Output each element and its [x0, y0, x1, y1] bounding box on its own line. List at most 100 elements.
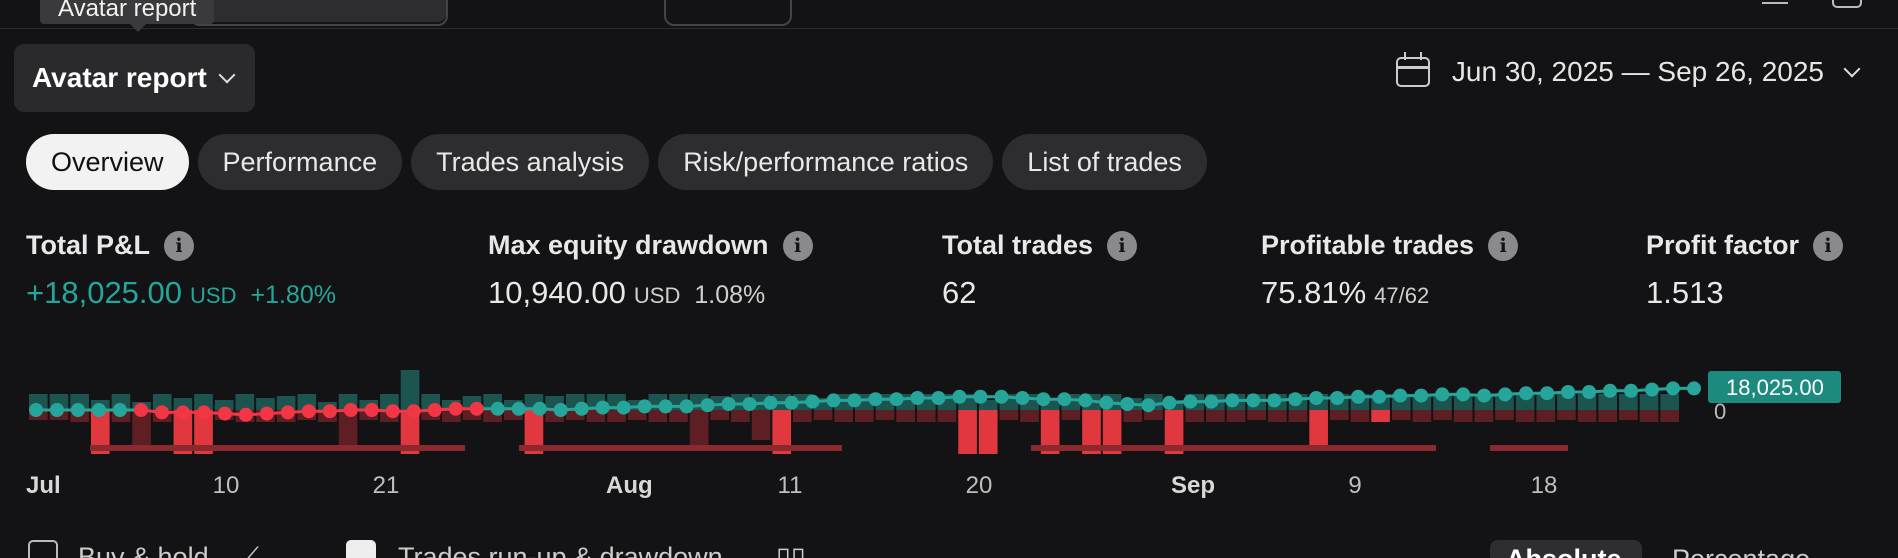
equity-point [700, 398, 715, 413]
info-icon[interactable]: i [164, 230, 194, 261]
info-icon[interactable]: i [782, 230, 813, 261]
trades-runup-checkbox[interactable] [346, 540, 376, 558]
equity-point [511, 401, 526, 416]
percentage-toggle[interactable]: Percentage [1672, 544, 1810, 558]
drawdown-bar [1082, 410, 1101, 454]
drawdown-bar [731, 410, 750, 422]
equity-point [427, 403, 442, 417]
bar-chart-icon[interactable]: ▯▯ [776, 542, 806, 558]
stat-value: 75.81% [1261, 275, 1367, 310]
stat-profit-factor: Profit factor i 1.513 [1646, 230, 1844, 311]
strategy-selector[interactable] [190, 0, 446, 22]
equity-point [1225, 393, 1240, 408]
equity-point [805, 394, 820, 409]
stat-value: 10,940.00 [488, 275, 626, 310]
equity-point [196, 405, 211, 420]
equity-point [1498, 387, 1513, 402]
equity-point [910, 391, 925, 405]
equity-point [1666, 381, 1681, 396]
drawdown-bar [772, 410, 792, 454]
drawdown-bar [1061, 410, 1081, 420]
stat-label: Total P&L [26, 230, 150, 260]
menu-icon[interactable] [1762, 2, 1788, 4]
drawdown-bar [689, 410, 709, 450]
equity-point [29, 403, 43, 417]
drawdown-bar [1639, 410, 1659, 422]
equity-point [259, 406, 274, 421]
runup-bar [152, 394, 172, 410]
info-icon[interactable]: i [1488, 230, 1519, 261]
x-tick-label: 10 [212, 472, 240, 499]
chart-options-bar: Buy & hold ⟋ Trades run-up & drawdown ▯▯… [0, 540, 1898, 558]
tab-overview[interactable]: Overview [26, 134, 189, 190]
date-range-picker[interactable]: Jun 30, 2025 — Sep 26, 2025 [1395, 52, 1861, 88]
info-icon[interactable]: i [1813, 230, 1844, 261]
equity-point [1414, 388, 1429, 403]
drawdown-bar [958, 410, 977, 454]
equity-point [112, 403, 127, 417]
drawdown-bar [1185, 410, 1205, 422]
drawdown-bar [1598, 410, 1618, 422]
absolute-toggle[interactable] [1490, 540, 1642, 558]
equity-chart[interactable]: 18,025.000 [0, 360, 1898, 470]
equity-point [217, 406, 232, 421]
equity-point [448, 401, 463, 416]
stat-percent: 1.08% [694, 281, 766, 309]
last-value-label: 18,025.00 [1726, 375, 1824, 400]
equity-point [742, 397, 757, 411]
equity-point [889, 392, 904, 407]
calendar-icon [1395, 52, 1430, 87]
runup-bar [400, 370, 420, 410]
equity-point [658, 399, 673, 414]
drawdown-bar [503, 410, 523, 420]
x-tick-label: Jul [26, 472, 61, 499]
drawdown-bar [173, 410, 193, 454]
equity-point [1267, 393, 1282, 408]
equity-point [1477, 388, 1492, 403]
x-tick-label: Aug [606, 472, 653, 499]
drawdown-range-bar [90, 445, 465, 451]
equity-point [1351, 389, 1366, 404]
tab-list-of-trades[interactable]: List of trades [1002, 134, 1207, 190]
toolbar-button[interactable] [664, 0, 792, 26]
runup-bar [173, 398, 193, 410]
runup-bar [1598, 394, 1618, 410]
equity-point [133, 403, 148, 417]
drawdown-bar [834, 410, 853, 422]
stat-total-pnl: Total P&L i +18,025.00 USD +1.80% [26, 230, 336, 311]
drawdown-bar [565, 410, 585, 420]
equity-point [931, 391, 946, 405]
info-icon[interactable]: i [1107, 230, 1138, 261]
equity-point [175, 405, 190, 420]
drawdown-range-bar [1490, 445, 1568, 451]
tab-risk-performance-ratios[interactable]: Risk/performance ratios [658, 134, 994, 190]
window-icon[interactable] [1832, 0, 1862, 8]
drawdown-bar [1123, 410, 1143, 422]
zero-label: 0 [1714, 399, 1726, 424]
runup-bar [194, 394, 213, 410]
drawdown-bar [462, 410, 482, 420]
runup-bar [978, 400, 998, 410]
drawdown-bar [875, 410, 895, 420]
line-style-icon[interactable]: ⟋ [240, 542, 259, 558]
drawdown-bar [1226, 410, 1246, 422]
equity-point [70, 403, 85, 417]
equity-point [1603, 383, 1618, 398]
drawdown-bar [1288, 410, 1308, 422]
tab-performance[interactable]: Performance [197, 134, 403, 190]
buy-hold-checkbox[interactable] [28, 540, 58, 558]
drawdown-range-bar [1031, 445, 1436, 451]
equity-point [385, 404, 400, 419]
equity-point [469, 401, 484, 416]
equity-point [1393, 388, 1408, 403]
drawdown-bar [999, 410, 1019, 420]
tab-trades-analysis[interactable]: Trades analysis [411, 134, 650, 190]
equity-point [784, 395, 799, 410]
drawdown-bar [132, 410, 151, 450]
drawdown-bar [648, 410, 668, 422]
drawdown-bar [1164, 410, 1184, 454]
runup-bar [1639, 394, 1659, 410]
drawdown-bar [1515, 410, 1535, 422]
drawdown-bar [813, 410, 833, 420]
report-selector-button[interactable]: Avatar report [14, 44, 255, 112]
